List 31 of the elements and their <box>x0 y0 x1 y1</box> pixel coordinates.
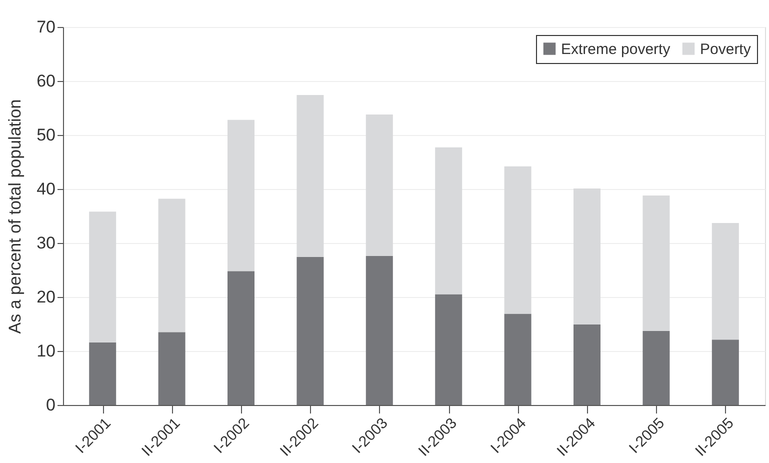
bar <box>504 166 532 314</box>
y-tick-label: 0 <box>46 396 56 414</box>
bar <box>712 223 739 340</box>
bar <box>158 332 186 405</box>
y-tick-label: 60 <box>36 72 56 90</box>
y-tick-label: 20 <box>36 288 56 306</box>
bar <box>642 195 670 332</box>
y-tick-label: 30 <box>36 234 56 252</box>
bar <box>435 147 462 294</box>
bar <box>574 188 600 325</box>
legend-label: Extreme poverty <box>561 40 671 58</box>
bar <box>574 324 600 405</box>
bar <box>89 342 116 405</box>
bar <box>228 271 254 405</box>
legend-label: Poverty <box>700 40 752 58</box>
bar <box>435 294 462 405</box>
y-tick-label: 40 <box>36 180 56 198</box>
bar <box>642 331 670 405</box>
y-tick-label: 10 <box>36 342 56 360</box>
bar <box>296 95 324 258</box>
bar <box>712 340 739 405</box>
bar <box>504 314 532 405</box>
bar <box>366 256 393 405</box>
bar <box>366 114 393 256</box>
y-axis-title: As a percent of total population <box>6 99 25 334</box>
bar <box>228 120 254 272</box>
bar <box>296 257 324 405</box>
bar <box>89 212 116 342</box>
bar <box>158 198 186 332</box>
y-tick-label: 50 <box>36 126 56 144</box>
y-tick-label: 70 <box>36 18 56 36</box>
